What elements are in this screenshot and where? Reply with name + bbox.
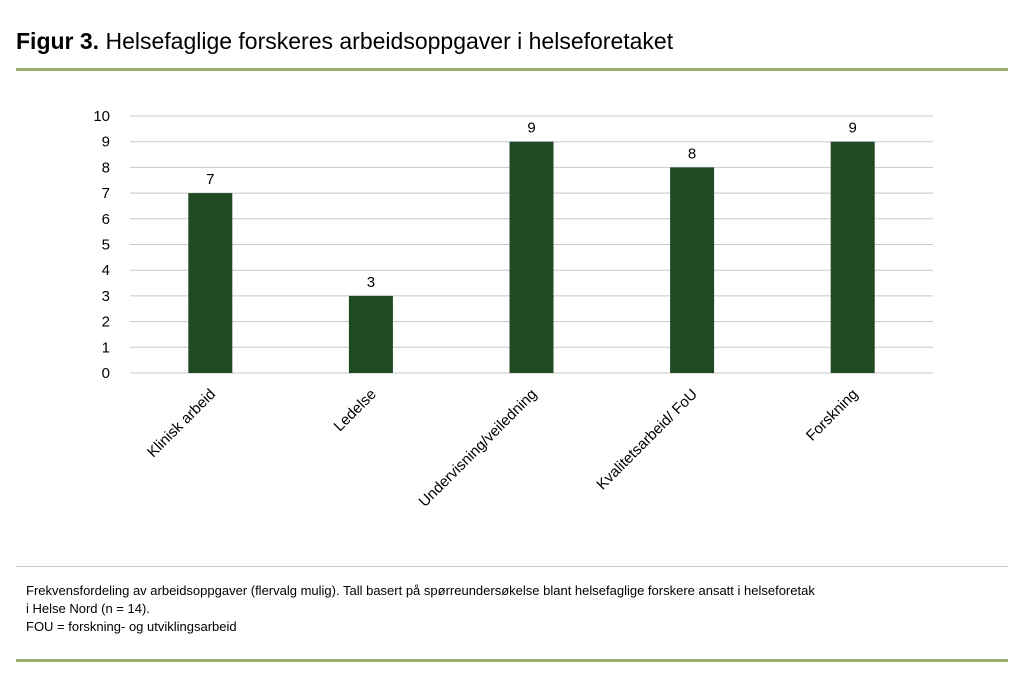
y-tick-label: 9 bbox=[102, 134, 110, 151]
top-divider bbox=[16, 68, 1008, 71]
caption-divider bbox=[16, 566, 1008, 567]
bar bbox=[509, 141, 554, 373]
x-tick-label: Undervisning/veiledning bbox=[416, 386, 541, 511]
data-label: 3 bbox=[367, 274, 375, 291]
figure-title-text: Helsefaglige forskeres arbeidsoppgaver i… bbox=[105, 28, 674, 54]
x-tick-label: Ledelse bbox=[331, 386, 380, 435]
y-tick-label: 10 bbox=[93, 108, 110, 125]
data-label: 9 bbox=[527, 120, 535, 137]
x-tick-label: Forskning bbox=[803, 386, 862, 445]
caption-line-3: FOU = forskning- og utviklingsarbeid bbox=[26, 619, 237, 634]
bottom-divider bbox=[16, 659, 1008, 662]
caption-line-2: i Helse Nord (n = 14). bbox=[26, 601, 150, 616]
bar bbox=[670, 167, 715, 373]
bar bbox=[348, 295, 393, 373]
y-tick-label: 3 bbox=[102, 288, 110, 305]
data-label: 7 bbox=[206, 171, 214, 188]
bar bbox=[830, 141, 875, 373]
data-label: 9 bbox=[849, 120, 857, 137]
bar bbox=[188, 193, 233, 373]
y-tick-label: 4 bbox=[102, 262, 110, 279]
figure-label: Figur 3. bbox=[16, 28, 100, 54]
x-tick-label: Kvalitetsarbeid/ FoU bbox=[593, 386, 701, 494]
bar-chart: 0 1 2 3 4 5 6 7 8 9 10 7 Klinisk arbeid 3 Ledelse 9 Unde… bbox=[93, 108, 933, 511]
caption-line-1: Frekvensfordeling av arbeidsoppgaver (fl… bbox=[26, 583, 815, 598]
y-tick-label: 5 bbox=[102, 237, 110, 254]
figure-caption: Frekvensfordeling av arbeidsoppgaver (fl… bbox=[26, 582, 976, 636]
y-tick-label: 7 bbox=[102, 185, 110, 202]
y-tick-label: 6 bbox=[102, 211, 110, 228]
y-tick-label: 1 bbox=[102, 339, 110, 356]
x-tick-label: Klinisk arbeid bbox=[144, 386, 219, 461]
y-tick-label: 8 bbox=[102, 159, 110, 176]
y-tick-label: 0 bbox=[102, 365, 110, 382]
figure-title: Figur 3. Helsefaglige forskeres arbeidso… bbox=[16, 28, 673, 55]
data-label: 8 bbox=[688, 145, 696, 162]
y-tick-label: 2 bbox=[102, 314, 110, 331]
